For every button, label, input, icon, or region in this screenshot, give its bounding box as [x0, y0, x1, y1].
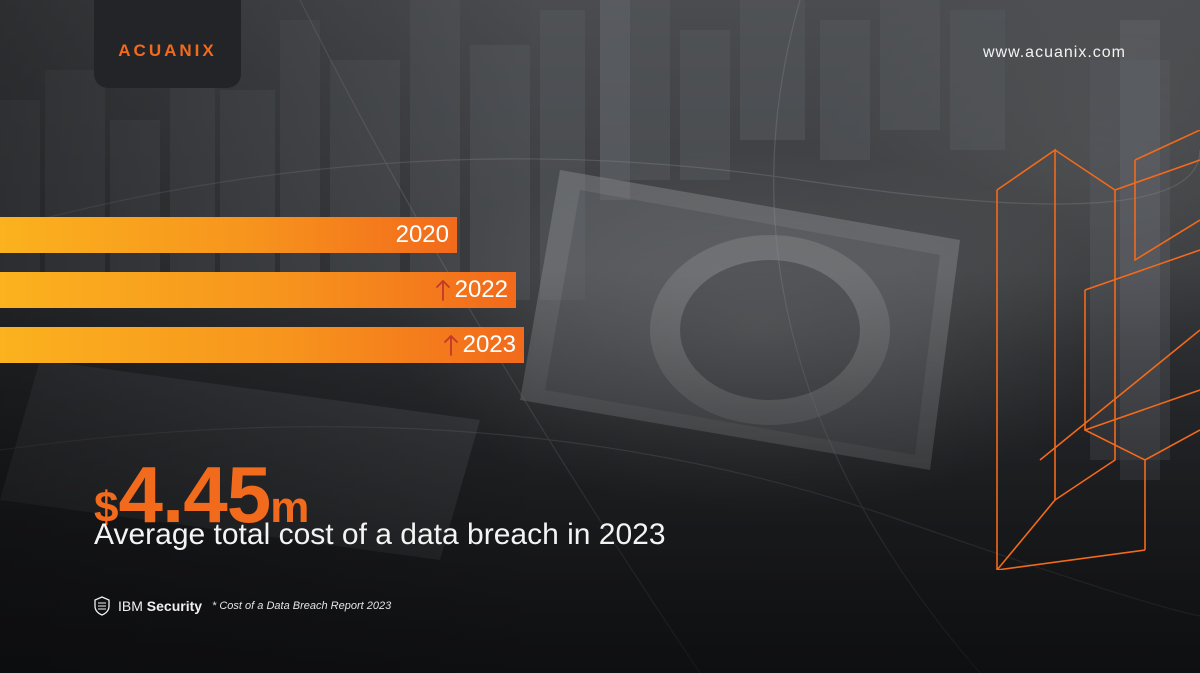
year-label: 2020: [395, 221, 449, 248]
logo-container[interactable]: ACUANIX: [94, 0, 241, 88]
cost-unit: m: [270, 483, 310, 532]
brand-logo: ACUANIX: [118, 41, 217, 60]
orange-wireframe-decoration: [996, 130, 1200, 570]
arrow-up-icon: [443, 333, 459, 357]
ibm-shield-icon: [94, 596, 110, 616]
security-text: Security: [146, 598, 203, 614]
year-bar-2020: 2020: [0, 217, 457, 253]
source-footer: IBM Security * Cost of a Data Breach Rep…: [94, 596, 391, 616]
cost-value: 4.45: [118, 450, 271, 539]
headline-subtitle: Average total cost of a data breach in 2…: [94, 518, 666, 551]
arrow-up-icon: [435, 278, 451, 302]
ibm-security-logo: IBM Security: [118, 598, 202, 614]
currency-symbol: $: [94, 483, 119, 532]
year-label: 2022: [454, 276, 508, 303]
ibm-text: IBM: [118, 598, 143, 614]
year-label: 2023: [462, 331, 516, 358]
year-bar-2023: 2023: [0, 327, 524, 363]
source-note: * Cost of a Data Breach Report 2023: [212, 600, 392, 612]
year-bar-2022: 2022: [0, 272, 516, 308]
website-url[interactable]: www.acuanix.com: [982, 44, 1126, 61]
headline-value: $ 4.45 m: [94, 455, 309, 535]
